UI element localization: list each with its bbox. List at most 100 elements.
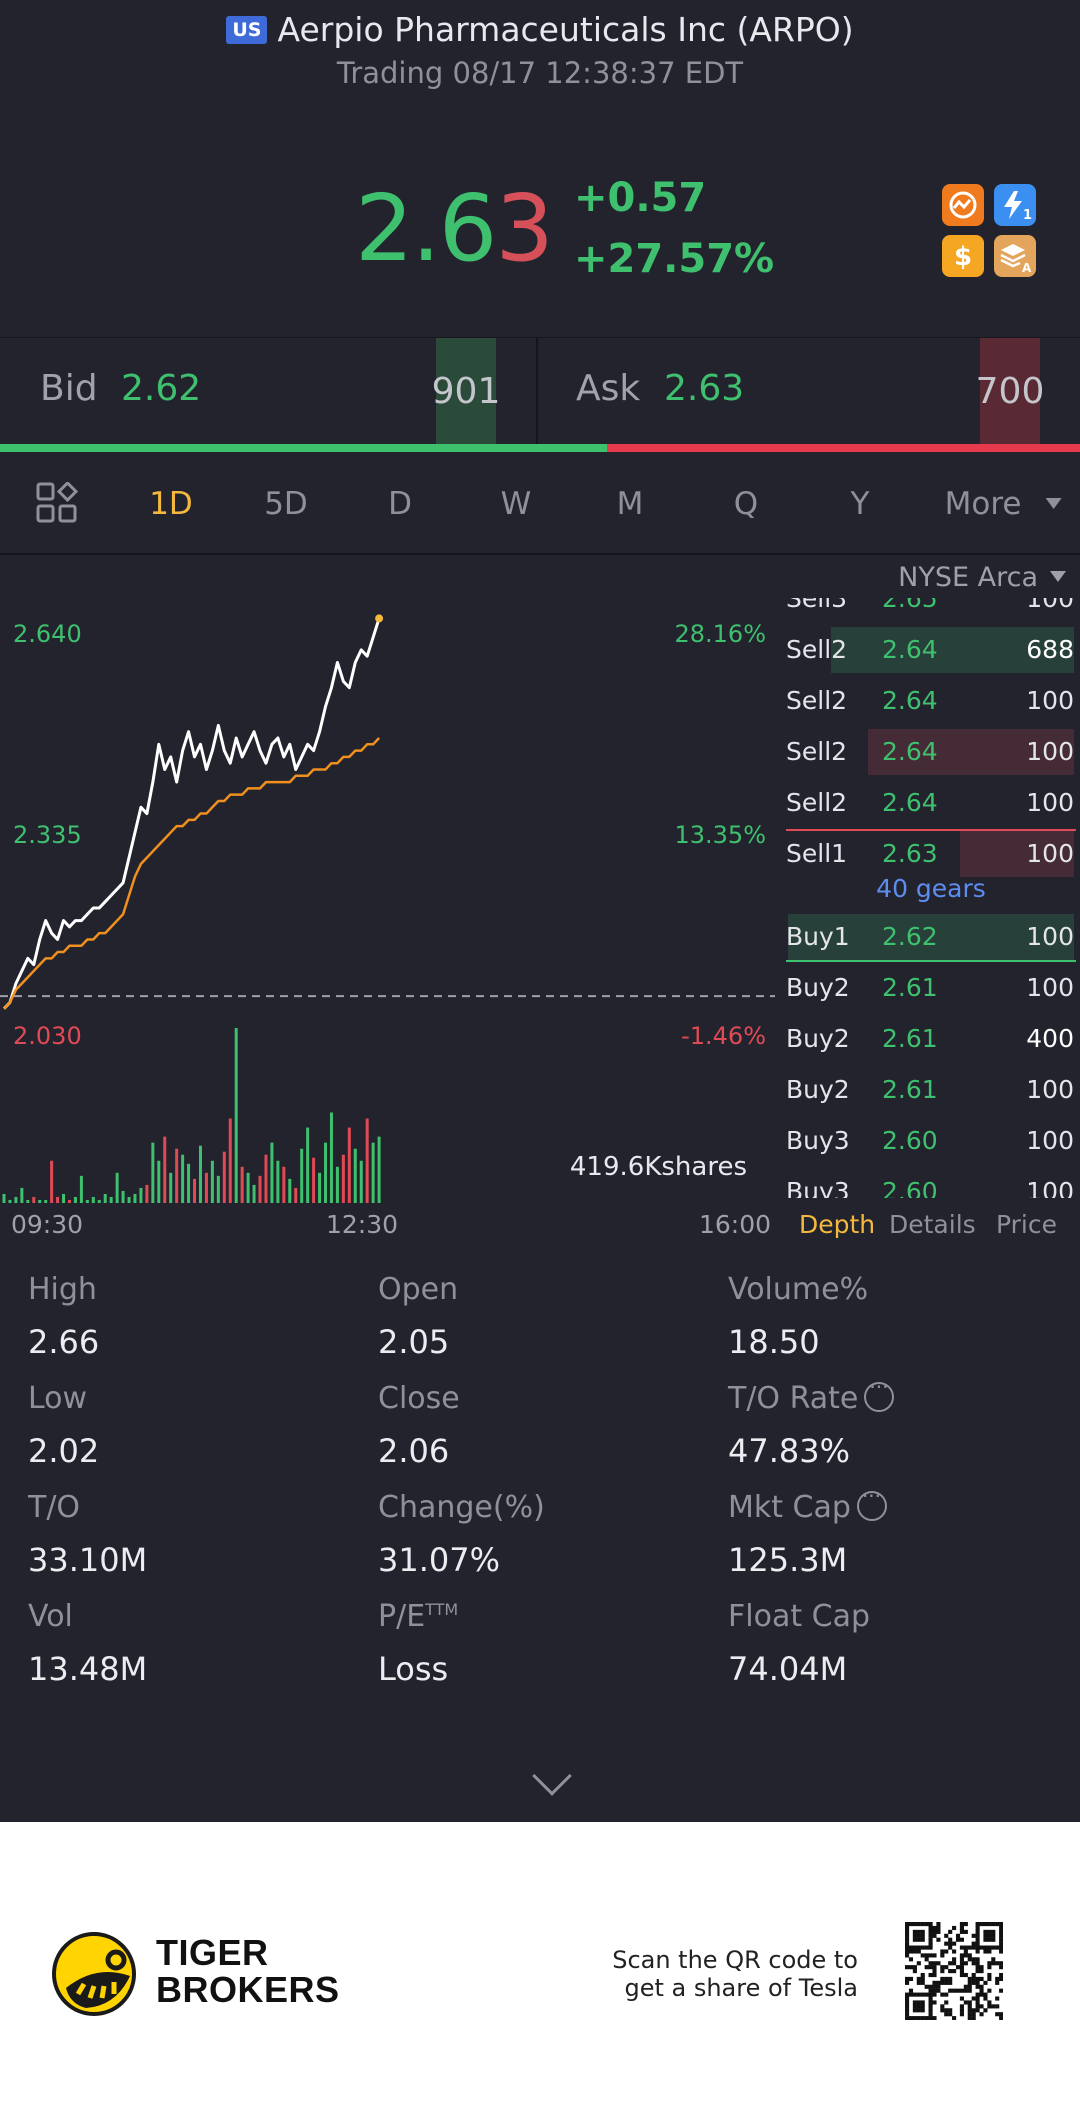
volume-bar xyxy=(26,1199,30,1203)
chart-icon[interactable] xyxy=(942,184,984,226)
qr-module xyxy=(912,2000,917,2005)
qr-module xyxy=(920,1953,925,1958)
stat-floatcap-label: Float Cap xyxy=(728,1599,871,1634)
qr-module xyxy=(936,1925,941,1931)
volume-bar xyxy=(210,1160,214,1203)
qr-module xyxy=(908,1965,914,1970)
more-info-icon[interactable] xyxy=(864,1375,895,1412)
order-book-px: 2.61 xyxy=(882,973,938,1002)
time-start: 09:30 xyxy=(11,1210,84,1239)
order-book-side: Buy1 xyxy=(786,922,850,951)
qr-module xyxy=(959,1969,964,1974)
stat-mktcap-label[interactable]: Mkt Cap xyxy=(728,1484,887,1525)
more-info-icon[interactable] xyxy=(856,1484,887,1521)
stat-torate-label[interactable]: T/O Rate xyxy=(728,1375,895,1416)
volume-bar xyxy=(109,1196,113,1203)
stat-pe-sup: TTM xyxy=(425,1600,459,1619)
gears-count[interactable]: 40 gears xyxy=(876,874,986,903)
volume-bar xyxy=(56,1196,60,1203)
qr-module xyxy=(987,1922,992,1927)
stack-a-icon[interactable]: A xyxy=(994,235,1036,277)
qr-module xyxy=(967,1957,972,1962)
tab-1d[interactable]: 1D xyxy=(149,486,193,522)
qr-module xyxy=(999,1937,1003,1942)
order-book-qty: 100 xyxy=(1026,1126,1074,1155)
order-book-qty: 100 xyxy=(1026,788,1074,817)
qr-module xyxy=(920,1980,925,1985)
tab-d[interactable]: D xyxy=(388,486,412,522)
qr-module xyxy=(948,1988,953,1993)
qr-module xyxy=(928,1929,933,1934)
qr-module xyxy=(959,1988,964,1993)
qr-module xyxy=(983,1949,988,1954)
qr-module xyxy=(905,1992,910,1997)
volume-bar xyxy=(258,1175,262,1203)
volume-bar xyxy=(175,1148,179,1203)
stat-high: 2.66 xyxy=(28,1323,100,1361)
qr-module xyxy=(936,1922,941,1927)
dollar-icon[interactable]: $ xyxy=(942,235,984,277)
qr-module xyxy=(975,1961,980,1966)
order-book-qty: 100 xyxy=(1026,839,1074,868)
qr-module xyxy=(991,1957,996,1962)
volume-bar xyxy=(347,1127,351,1203)
qr-module xyxy=(912,1965,917,1970)
tab-details[interactable]: Details xyxy=(889,1210,976,1239)
stat-to: 33.10M xyxy=(28,1541,148,1579)
tab-y[interactable]: Y xyxy=(850,486,870,522)
qr-module xyxy=(932,1969,937,1974)
stat-low: 2.02 xyxy=(28,1432,100,1470)
volume-bar xyxy=(127,1196,131,1203)
qr-module xyxy=(928,2004,933,2009)
order-book-px: 2.60 xyxy=(882,1126,938,1155)
qr-module xyxy=(920,2008,925,2013)
qr-module xyxy=(928,1945,933,1950)
qr-module xyxy=(924,1922,929,1927)
layout-grid-icon[interactable] xyxy=(36,480,79,528)
qr-module xyxy=(979,1969,984,1974)
volume-bar xyxy=(294,1187,298,1203)
volume-bar xyxy=(252,1184,256,1203)
lightning-level1-icon[interactable]: 1 xyxy=(994,184,1036,226)
volume-bar xyxy=(121,1190,125,1203)
qr-module xyxy=(983,2008,988,2013)
qr-module xyxy=(905,1945,910,1950)
volume-bar xyxy=(318,1172,322,1203)
order-book[interactable]: Sell3 2.65 100 Sell2 2.64 688 Sell2 2.64 100 Sell… xyxy=(786,598,1076,1198)
tab-more[interactable]: More xyxy=(945,486,1062,522)
qr-module xyxy=(999,1949,1003,1954)
price-line xyxy=(2,617,381,1010)
intraday-chart[interactable] xyxy=(0,0,785,1230)
tab-q[interactable]: Q xyxy=(733,486,759,522)
tab-5d[interactable]: 5D xyxy=(264,486,308,522)
qr-module xyxy=(983,1945,988,1950)
qr-module xyxy=(959,2008,964,2013)
qr-module xyxy=(928,1984,933,1989)
qr-module xyxy=(905,1965,910,1970)
tab-m[interactable]: M xyxy=(616,486,644,522)
qr-module xyxy=(995,1996,1000,2001)
bid-divider xyxy=(786,960,1076,962)
volume-bar xyxy=(228,1118,232,1203)
volume-bar xyxy=(62,1193,66,1203)
qr-module xyxy=(963,1953,968,1958)
tiger-logo xyxy=(52,1932,136,2016)
tab-w[interactable]: W xyxy=(500,486,532,522)
order-book-side: Buy2 xyxy=(786,1075,850,1104)
tab-price[interactable]: Price xyxy=(996,1210,1057,1239)
qr-module xyxy=(975,1922,980,1927)
order-book-row: Buy2 2.61 100 xyxy=(786,1067,1076,1113)
qr-module xyxy=(940,1992,945,1997)
order-book-row: Sell2 2.64 100 xyxy=(786,678,1076,724)
qr-module xyxy=(959,1937,964,1942)
volume-bar xyxy=(377,1136,381,1203)
exchange-selector[interactable]: NYSE Arca xyxy=(898,562,1066,593)
qr-module xyxy=(979,1988,984,1993)
qr-module xyxy=(975,2008,980,2013)
tab-depth[interactable]: Depth xyxy=(799,1210,876,1239)
qr-module xyxy=(920,1922,925,1927)
order-book-row: Buy1 2.62 100 xyxy=(786,914,1076,960)
qr-code[interactable] xyxy=(905,1922,1003,2020)
qr-module xyxy=(967,1953,972,1958)
qr-module xyxy=(959,1972,964,1978)
